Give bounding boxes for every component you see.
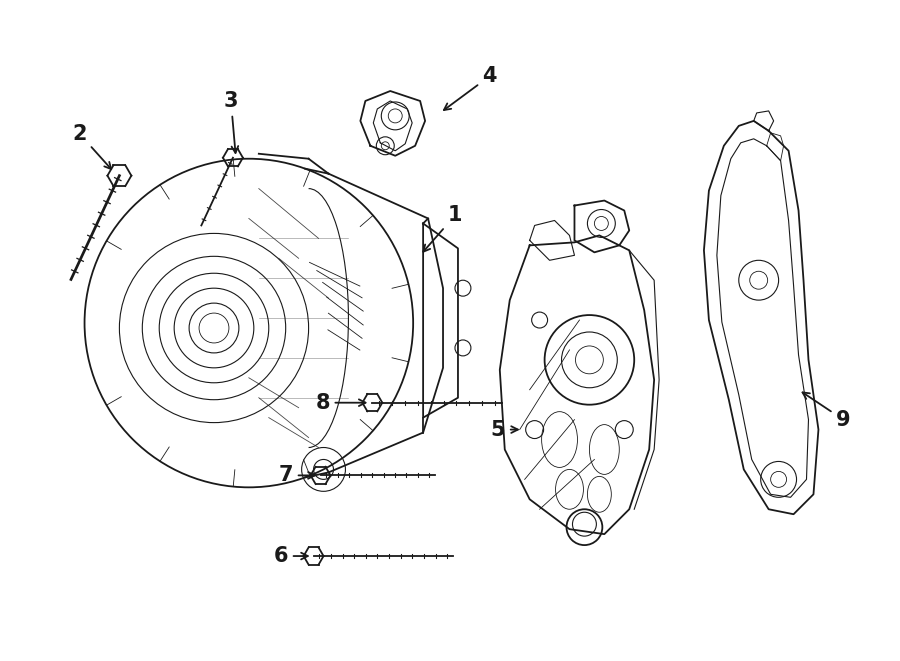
Text: 2: 2 [72, 124, 112, 169]
Text: 9: 9 [803, 393, 850, 430]
Text: 7: 7 [278, 465, 315, 485]
Text: 3: 3 [224, 91, 238, 153]
Text: 4: 4 [444, 66, 497, 110]
Text: 6: 6 [274, 546, 308, 566]
Text: 5: 5 [491, 420, 518, 440]
Text: 8: 8 [315, 393, 365, 412]
Text: 1: 1 [423, 206, 463, 252]
